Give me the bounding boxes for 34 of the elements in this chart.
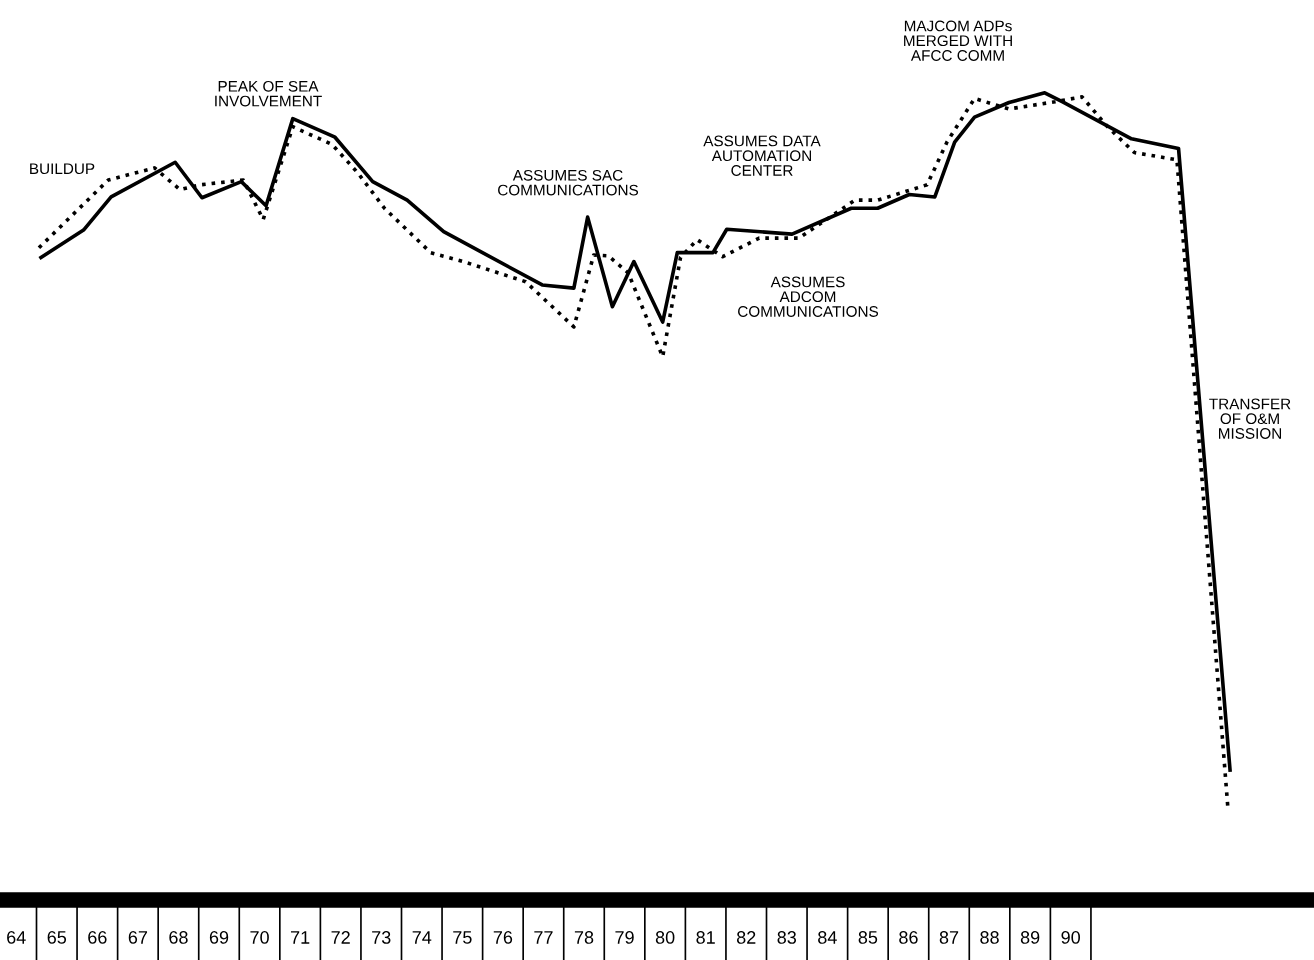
x-tick-label: 82 — [736, 931, 756, 944]
x-tick-label: 65 — [47, 931, 67, 944]
x-tick-label: 75 — [453, 931, 472, 944]
x-tick-label: 76 — [493, 931, 513, 944]
x-tick-label: 90 — [1061, 931, 1080, 944]
annotation: TRANSFER OF O&M MISSION — [1209, 398, 1291, 439]
x-tick-label: 73 — [372, 931, 391, 944]
x-tick-label: 74 — [412, 931, 432, 944]
x-tick-label: 70 — [250, 931, 269, 944]
x-tick-label: 64 — [7, 931, 26, 944]
x-tick-label: 79 — [615, 931, 634, 944]
x-tick-label: 68 — [169, 931, 188, 944]
x-tick-label: 66 — [88, 931, 107, 944]
x-tick-label: 86 — [899, 931, 918, 944]
x-tick-label: 81 — [696, 931, 715, 944]
x-tick-label: 83 — [777, 931, 797, 944]
x-tick-label: 89 — [1020, 931, 1040, 944]
x-tick-label: 77 — [534, 931, 553, 944]
x-tick-label: 84 — [818, 931, 837, 944]
annotation: PEAK OF SEA INVOLVEMENT — [215, 80, 322, 107]
annotation: BUILDUP — [30, 163, 95, 175]
x-tick-label: 69 — [209, 931, 229, 944]
annotation: ASSUMES SAC COMMUNICATIONS — [498, 169, 639, 196]
annotation: ASSUMES DATA AUTOMATION CENTER — [703, 135, 821, 176]
x-tick-label: 72 — [331, 931, 350, 944]
annotation: ASSUMES ADCOM COMMUNICATIONS — [738, 276, 879, 317]
x-tick-label: 71 — [291, 931, 310, 944]
x-tick-label: 88 — [980, 931, 999, 944]
text: MAJCOM ADPs MERGED WITH AFCC COMM — [904, 20, 1012, 61]
x-tick-label: 85 — [858, 931, 878, 944]
x-tick-label: 67 — [128, 931, 148, 944]
x-tick-label: 80 — [655, 931, 675, 944]
x-tick-label: 78 — [574, 931, 594, 944]
x-tick-label: 87 — [939, 931, 959, 944]
